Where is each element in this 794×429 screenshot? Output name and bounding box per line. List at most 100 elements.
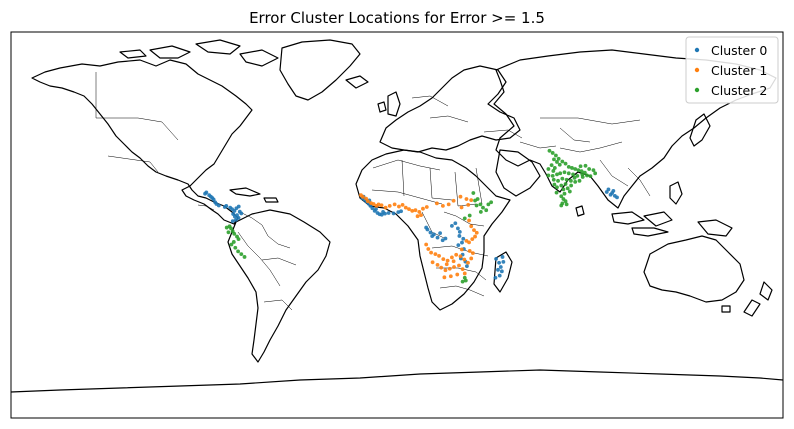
data-point-cluster-0-10 xyxy=(224,204,229,208)
series-cluster-0 xyxy=(203,187,619,280)
data-point-cluster-1-29 xyxy=(469,198,474,203)
data-point-cluster-1-44 xyxy=(437,253,441,258)
data-point-cluster-0-46 xyxy=(435,235,440,240)
data-point-cluster-1-51 xyxy=(466,260,470,265)
data-point-cluster-0-73 xyxy=(493,275,498,280)
data-point-cluster-2-42 xyxy=(573,167,578,171)
data-point-cluster-0-29 xyxy=(370,206,375,211)
data-point-cluster-2-72 xyxy=(563,199,568,204)
data-point-cluster-1-22 xyxy=(415,214,420,219)
scatter-layer xyxy=(203,148,619,284)
data-point-cluster-2-87 xyxy=(569,183,574,188)
data-point-cluster-2-53 xyxy=(555,172,559,177)
data-point-cluster-2-30 xyxy=(550,151,555,155)
data-point-cluster-1-37 xyxy=(470,237,475,242)
data-point-cluster-0-72 xyxy=(496,267,500,272)
data-point-cluster-2-19 xyxy=(478,210,483,214)
data-point-cluster-1-43 xyxy=(433,252,438,257)
data-point-cluster-2-28 xyxy=(460,279,465,284)
data-point-cluster-2-10 xyxy=(239,252,244,257)
data-point-cluster-1-11 xyxy=(392,202,397,207)
data-point-cluster-1-36 xyxy=(473,234,477,239)
data-point-cluster-0-52 xyxy=(450,223,454,228)
data-point-cluster-1-30 xyxy=(466,202,471,207)
data-point-cluster-0-47 xyxy=(440,238,445,243)
data-point-cluster-2-55 xyxy=(546,173,551,178)
data-point-cluster-2-86 xyxy=(580,172,585,177)
data-point-cluster-2-81 xyxy=(591,168,596,173)
data-point-cluster-0-66 xyxy=(497,260,501,265)
data-point-cluster-0-71 xyxy=(501,259,506,264)
data-point-cluster-2-61 xyxy=(573,180,578,184)
data-point-cluster-1-66 xyxy=(442,275,447,280)
legend-box xyxy=(685,36,779,104)
data-point-cluster-2-82 xyxy=(593,171,598,176)
data-point-cluster-0-70 xyxy=(500,255,505,259)
data-point-cluster-2-68 xyxy=(567,189,572,194)
data-point-cluster-1-3 xyxy=(365,199,370,204)
data-point-cluster-2-31 xyxy=(554,153,558,158)
data-point-cluster-2-33 xyxy=(555,160,559,164)
data-point-cluster-2-49 xyxy=(571,172,575,177)
chart-title: Error Cluster Locations for Error >= 1.5 xyxy=(249,9,545,27)
data-point-cluster-2-85 xyxy=(572,175,577,180)
data-point-cluster-0-54 xyxy=(456,226,460,231)
data-point-cluster-1-47 xyxy=(450,255,454,260)
data-point-cluster-2-74 xyxy=(559,203,564,208)
landmass-south-america xyxy=(227,209,331,363)
data-point-cluster-1-58 xyxy=(443,268,448,273)
data-point-cluster-1-24 xyxy=(440,204,445,208)
data-point-cluster-0-48 xyxy=(424,225,429,230)
data-point-cluster-0-56 xyxy=(457,234,462,238)
data-point-cluster-2-40 xyxy=(566,164,571,169)
data-point-cluster-1-32 xyxy=(467,218,471,223)
data-point-cluster-1-8 xyxy=(379,203,384,208)
data-point-cluster-0-42 xyxy=(381,210,385,214)
data-point-cluster-1-23 xyxy=(434,201,439,206)
data-point-cluster-2-25 xyxy=(462,216,467,221)
data-point-cluster-0-5 xyxy=(211,197,216,202)
data-point-cluster-1-56 xyxy=(435,262,440,267)
data-point-cluster-1-21 xyxy=(419,213,423,218)
data-point-cluster-2-27 xyxy=(463,278,468,283)
data-point-cluster-1-1 xyxy=(361,195,365,199)
data-point-cluster-2-84 xyxy=(583,163,588,168)
data-point-cluster-2-23 xyxy=(473,198,477,203)
data-point-cluster-2-6 xyxy=(231,240,236,244)
data-point-cluster-2-83 xyxy=(588,174,593,179)
data-point-cluster-0-16 xyxy=(235,213,239,218)
data-point-cluster-0-13 xyxy=(232,208,237,213)
data-point-cluster-1-33 xyxy=(469,224,474,229)
data-point-cluster-2-29 xyxy=(547,148,552,153)
data-point-cluster-1-46 xyxy=(445,258,450,263)
landmass-antarctica xyxy=(11,369,783,393)
data-point-cluster-1-57 xyxy=(439,265,444,270)
data-point-cluster-0-35 xyxy=(386,211,391,215)
data-point-cluster-0-18 xyxy=(234,217,238,222)
data-point-cluster-0-69 xyxy=(497,273,502,278)
data-point-cluster-2-75 xyxy=(564,202,569,207)
data-point-cluster-0-53 xyxy=(453,221,458,226)
legend-marker-cluster-1 xyxy=(694,67,700,73)
data-point-cluster-2-18 xyxy=(484,208,489,213)
legend-label-cluster-2: Cluster 2 xyxy=(711,83,767,98)
data-point-cluster-0-79 xyxy=(615,195,619,200)
data-point-cluster-2-3 xyxy=(232,231,237,236)
data-point-cluster-0-17 xyxy=(236,216,241,220)
data-point-cluster-2-1 xyxy=(229,226,233,231)
data-point-cluster-2-65 xyxy=(555,185,559,190)
data-point-cluster-2-46 xyxy=(585,173,589,178)
data-point-cluster-1-64 xyxy=(455,272,460,277)
data-point-cluster-2-14 xyxy=(471,191,476,195)
landmass-europe xyxy=(379,65,521,153)
axes-frame xyxy=(10,31,784,419)
data-point-cluster-1-60 xyxy=(452,265,456,269)
data-point-cluster-2-12 xyxy=(226,230,231,235)
data-point-cluster-1-67 xyxy=(451,259,456,264)
data-point-cluster-2-63 xyxy=(563,182,568,186)
series-cluster-2 xyxy=(224,148,598,284)
data-point-cluster-2-62 xyxy=(577,178,582,183)
data-point-cluster-2-79 xyxy=(578,164,583,169)
data-point-cluster-1-35 xyxy=(474,230,479,235)
legend-label-cluster-0: Cluster 0 xyxy=(711,43,767,58)
